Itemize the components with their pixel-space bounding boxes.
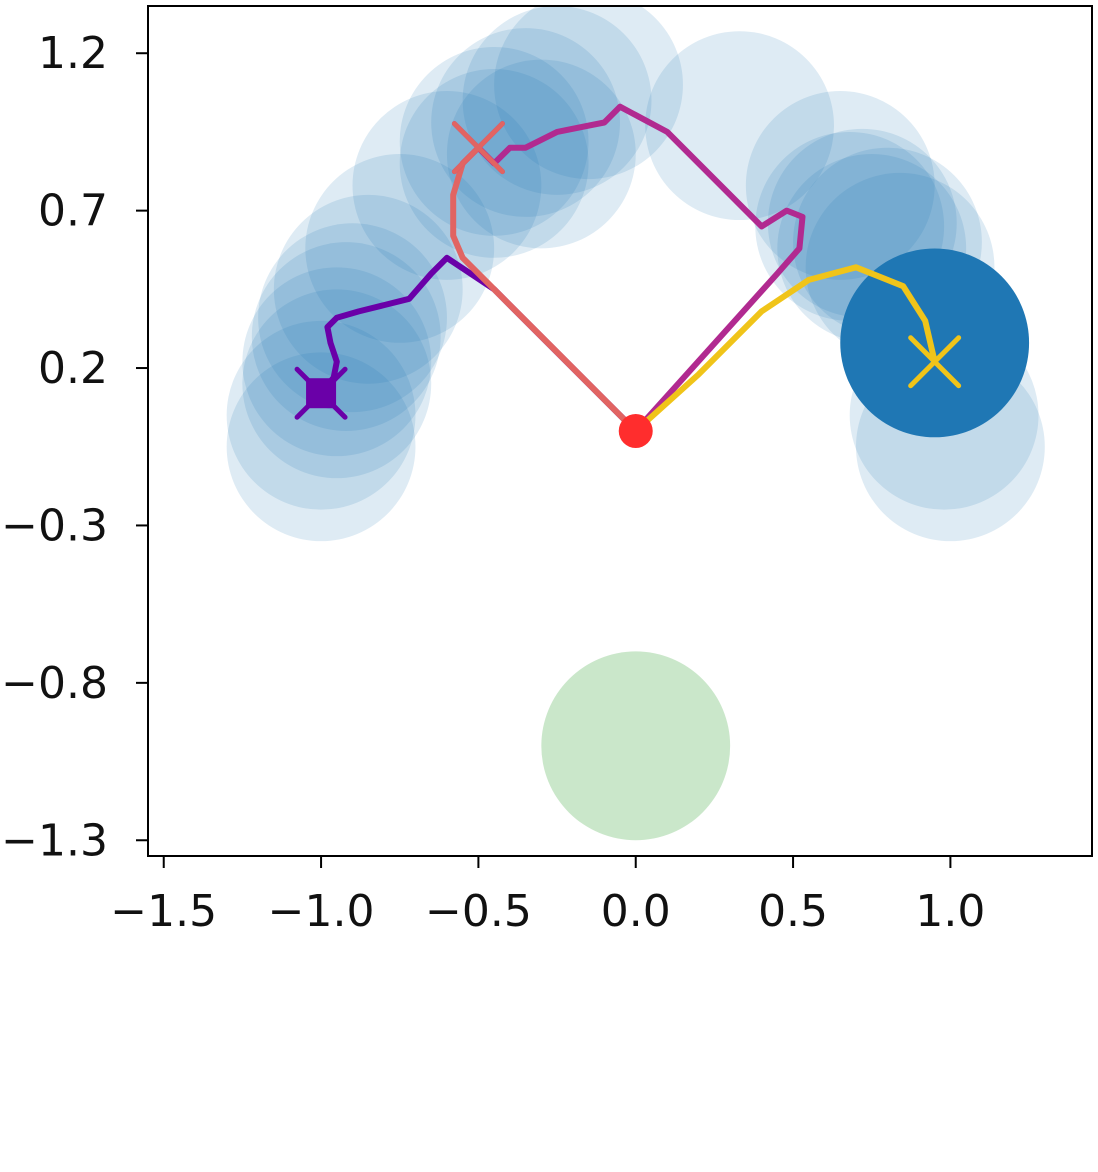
obstacle-circle-16: [745, 91, 935, 280]
x-tick-label: 0.0: [601, 886, 671, 937]
trajectory-line-0: [318, 254, 639, 434]
plot-frame: [147, 5, 1093, 857]
y-tick-label: 1.2: [38, 28, 108, 79]
y-tick-label: 0.2: [38, 343, 108, 394]
y-tick-label: −0.8: [1, 658, 108, 709]
obstacle-circle-5: [258, 223, 447, 413]
obstacle-circle-9: [399, 46, 589, 236]
end-x-marker-0: [294, 366, 348, 420]
obstacle-circle-24: [840, 248, 1030, 438]
y-axis: 1.2 0.7 0.2 −0.3 −0.8 −1.3: [1, 28, 148, 866]
x-tick-label: 0.5: [758, 886, 828, 937]
obstacle-circle-2: [242, 289, 432, 479]
end-x-marker-3: [908, 335, 962, 389]
start-point: [618, 414, 653, 448]
trajectory-lines: [318, 103, 938, 434]
y-tick-label: 0.7: [38, 186, 108, 237]
obstacle-circle-7: [305, 154, 495, 343]
trajectory-markers: [294, 121, 962, 448]
obstacle-circle-1: [226, 320, 416, 510]
obstacle-circle-15: [645, 31, 834, 221]
obstacle-circle-0: [226, 352, 416, 542]
x-tick-label: 1.0: [915, 886, 985, 937]
obstacle-circle-6: [273, 194, 463, 384]
trajectory-line-1: [475, 103, 806, 434]
obstacle-circle-4: [251, 242, 441, 431]
x-tick-label: −0.5: [425, 886, 532, 937]
obstacle-circle-11: [431, 28, 620, 217]
trajectory-line-2: [450, 144, 639, 434]
obstacle-circle-14: [494, 6, 683, 180]
obstacle-circle-8: [352, 91, 542, 280]
y-tick-label: −1.3: [1, 815, 108, 866]
x-tick-label: −1.0: [268, 886, 375, 937]
x-axis: −1.5 −1.0 −0.5 0.0 0.5 1.0: [110, 856, 985, 937]
obstacle-circle-13: [446, 59, 636, 249]
x-tick-label: −1.5: [110, 886, 217, 937]
end-x-marker-2: [451, 121, 505, 175]
trajectory-line-3: [632, 264, 938, 434]
y-tick-label: −0.3: [1, 500, 108, 551]
obstacle-circle-25: [541, 651, 731, 841]
